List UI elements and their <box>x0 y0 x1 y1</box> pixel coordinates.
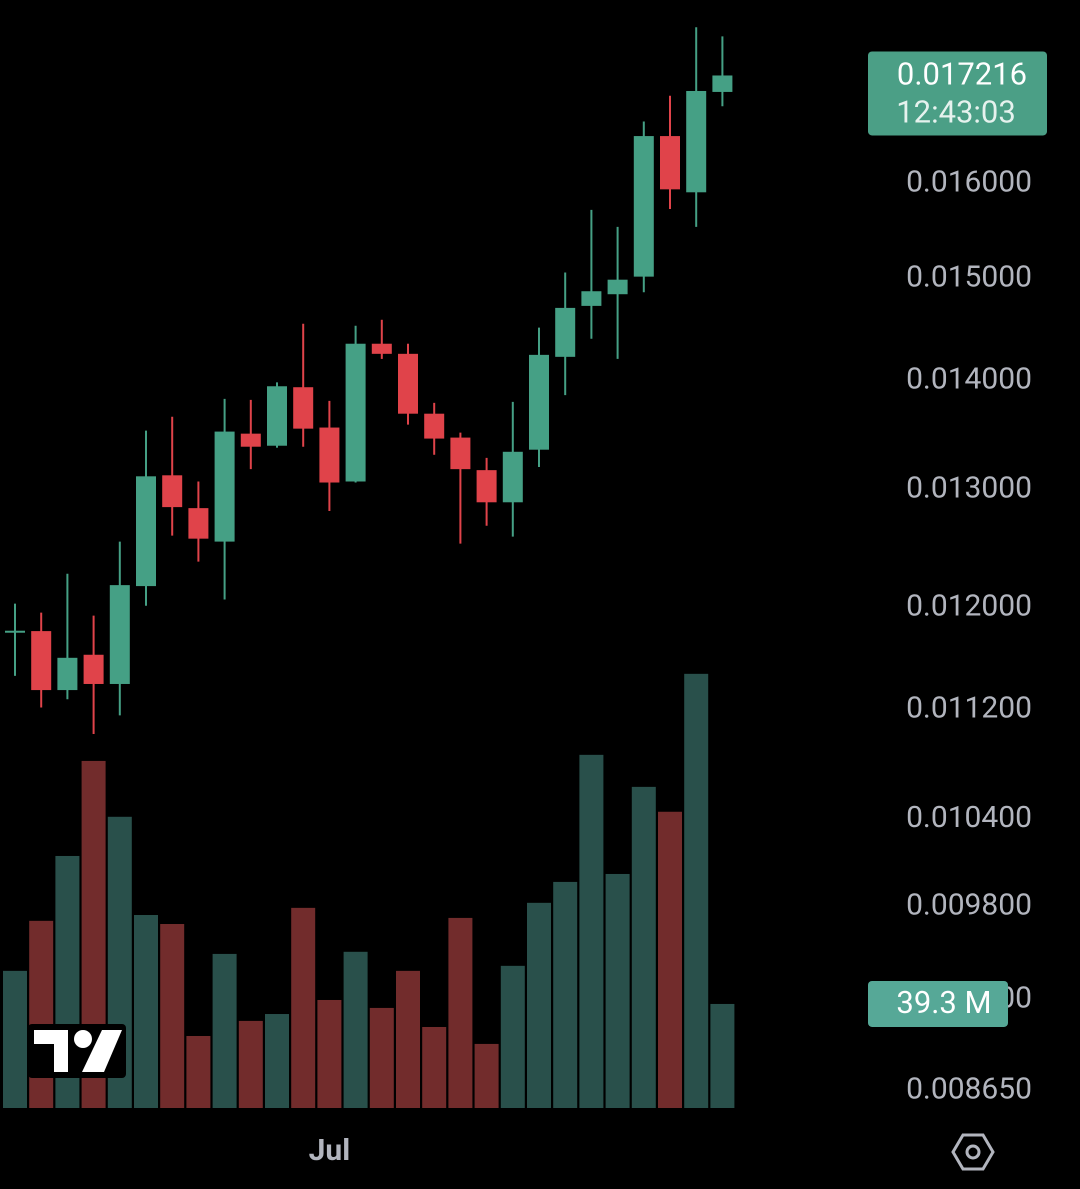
candle-body <box>581 291 602 306</box>
logo-dot <box>74 1030 92 1048</box>
candle-body <box>424 413 445 439</box>
volume-bar <box>291 907 316 1108</box>
y-tick-label: 0.009800 <box>906 887 1032 922</box>
y-tick-label: 0.016000 <box>906 164 1032 199</box>
volume-bar <box>160 924 185 1108</box>
volume-bar <box>238 1020 263 1108</box>
x-tick-label: Jul <box>309 1133 351 1168</box>
candle-body <box>5 630 25 633</box>
candle-body <box>607 279 628 295</box>
volume-bar <box>317 999 342 1108</box>
logo-slash <box>82 1030 122 1072</box>
logo-t <box>34 1030 68 1072</box>
candle-body <box>345 343 366 482</box>
candle-body <box>686 90 707 193</box>
volume-label-box <box>868 980 1008 1027</box>
volume-bar <box>3 970 27 1108</box>
y-tick-label: 0.010400 <box>906 800 1032 835</box>
candle-body <box>293 387 314 429</box>
volume-bar <box>265 1014 289 1108</box>
candle-body <box>109 585 130 684</box>
candle-body <box>712 75 733 92</box>
hexagon <box>951 1133 995 1171</box>
candle-body <box>136 476 156 587</box>
settings-icon[interactable] <box>951 1133 995 1171</box>
candle-body <box>371 343 392 354</box>
candle-body <box>214 431 235 542</box>
candle-body <box>476 470 497 503</box>
tradingview-logo[interactable] <box>28 1024 126 1078</box>
volume-label: 39.3 M <box>896 984 991 1021</box>
candle-body <box>398 353 418 414</box>
volume-bar <box>658 811 682 1108</box>
y-tick-label: 0.014000 <box>906 361 1032 396</box>
candle-layer <box>5 27 733 734</box>
volume-bar <box>527 902 551 1108</box>
y-tick-label: 0.015000 <box>906 260 1032 295</box>
candle-body <box>83 654 104 684</box>
volume-bar <box>474 1043 499 1108</box>
volume-bar <box>500 965 525 1108</box>
volume-bar <box>343 951 368 1108</box>
y-tick-label: 0.013000 <box>906 471 1032 506</box>
countdown-label: 12:43:03 <box>896 94 1016 131</box>
price-axis: 0.016000 0.015000 0.014000 0.013000 0.012000… <box>906 164 1044 1107</box>
candle-body <box>450 437 471 470</box>
volume-bar <box>631 786 656 1108</box>
candle-body <box>660 136 680 190</box>
volume-bar <box>396 970 420 1108</box>
volume-bar <box>212 953 237 1108</box>
candle-body <box>267 386 287 446</box>
last-price-box <box>868 51 1047 136</box>
candle-body <box>633 136 654 277</box>
y-tick-label: 0.012000 <box>906 589 1032 624</box>
volume-bar <box>448 917 473 1108</box>
volume-bar <box>579 754 604 1108</box>
candle-body <box>31 631 52 691</box>
volume-bar <box>710 1003 735 1108</box>
y-tick-label: 0.011200 <box>906 690 1032 725</box>
candle-body <box>57 657 78 691</box>
hexagon-center <box>965 1144 981 1160</box>
volume-bar <box>369 1007 394 1108</box>
volume-bar <box>186 1035 211 1108</box>
volume-bar <box>553 881 578 1108</box>
candle-body <box>502 451 523 503</box>
candle-body <box>529 354 549 450</box>
candle-body <box>188 508 209 539</box>
volume-bar <box>134 915 158 1108</box>
candle-body <box>240 433 261 447</box>
last-price-label: 0.017216 <box>897 56 1027 93</box>
volume-bar <box>605 873 630 1108</box>
volume-bar <box>29 920 54 1108</box>
candle-body <box>162 475 183 508</box>
candle-body <box>555 307 576 357</box>
y-tick-label: 0.008650 <box>906 1072 1032 1107</box>
candle-body <box>319 427 340 483</box>
volume-bar <box>684 673 709 1108</box>
volume-bar <box>422 1026 447 1108</box>
